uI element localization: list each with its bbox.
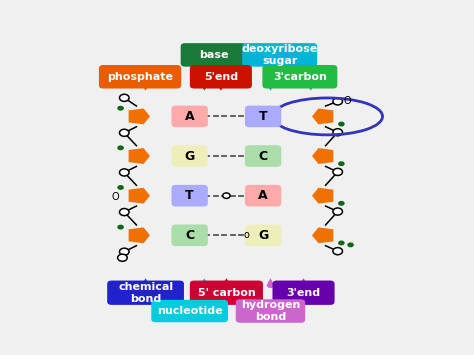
Text: A: A: [185, 110, 194, 123]
Circle shape: [119, 169, 129, 176]
Text: 5'end: 5'end: [204, 72, 238, 82]
Polygon shape: [201, 86, 208, 91]
Text: G: G: [184, 149, 195, 163]
Circle shape: [119, 129, 129, 136]
Circle shape: [333, 129, 343, 136]
Text: o: o: [243, 230, 249, 240]
Circle shape: [142, 81, 149, 86]
FancyBboxPatch shape: [245, 185, 281, 207]
FancyBboxPatch shape: [190, 65, 252, 88]
Circle shape: [142, 283, 149, 288]
Polygon shape: [128, 109, 150, 124]
Circle shape: [267, 283, 274, 288]
Circle shape: [338, 240, 345, 245]
Polygon shape: [312, 188, 333, 204]
FancyBboxPatch shape: [99, 65, 181, 88]
Text: 3'end: 3'end: [286, 288, 320, 298]
Polygon shape: [267, 278, 273, 283]
Circle shape: [333, 208, 343, 215]
FancyBboxPatch shape: [236, 299, 305, 323]
FancyBboxPatch shape: [245, 224, 281, 246]
FancyBboxPatch shape: [172, 145, 208, 167]
Text: deoxyribose
sugar: deoxyribose sugar: [242, 44, 318, 66]
FancyBboxPatch shape: [181, 43, 246, 67]
FancyBboxPatch shape: [263, 65, 337, 88]
Circle shape: [201, 283, 208, 288]
FancyBboxPatch shape: [245, 145, 281, 167]
Circle shape: [117, 146, 124, 150]
Polygon shape: [143, 278, 149, 283]
Polygon shape: [128, 148, 150, 164]
Polygon shape: [301, 278, 307, 283]
Polygon shape: [143, 86, 149, 91]
Polygon shape: [312, 148, 333, 164]
Circle shape: [333, 98, 343, 105]
Circle shape: [223, 283, 230, 288]
Circle shape: [119, 208, 129, 215]
Circle shape: [338, 201, 345, 206]
Text: 3'carbon: 3'carbon: [273, 72, 327, 82]
Text: 5' carbon: 5' carbon: [198, 288, 255, 298]
Circle shape: [338, 122, 345, 126]
Polygon shape: [223, 278, 229, 283]
Polygon shape: [267, 86, 273, 91]
FancyBboxPatch shape: [172, 105, 208, 127]
FancyBboxPatch shape: [190, 280, 263, 305]
Circle shape: [307, 81, 315, 86]
Circle shape: [223, 193, 230, 198]
Circle shape: [217, 81, 225, 86]
Text: G: G: [258, 229, 268, 242]
Circle shape: [117, 106, 124, 111]
Text: O: O: [343, 95, 351, 105]
FancyBboxPatch shape: [242, 43, 317, 67]
Text: hydrogen
bond: hydrogen bond: [241, 300, 300, 322]
Polygon shape: [128, 228, 150, 243]
FancyBboxPatch shape: [172, 224, 208, 246]
Circle shape: [118, 254, 127, 261]
Polygon shape: [128, 188, 150, 204]
Text: nucleotide: nucleotide: [157, 306, 222, 316]
Text: chemical
bond: chemical bond: [118, 282, 173, 304]
Circle shape: [333, 248, 343, 255]
Circle shape: [267, 81, 274, 86]
Circle shape: [119, 248, 129, 255]
Circle shape: [333, 168, 343, 175]
Polygon shape: [312, 228, 333, 243]
FancyBboxPatch shape: [151, 300, 228, 322]
Text: O: O: [111, 192, 119, 202]
Polygon shape: [201, 278, 208, 283]
Text: T: T: [185, 189, 194, 202]
Circle shape: [347, 242, 354, 247]
Circle shape: [117, 185, 124, 190]
Circle shape: [201, 81, 208, 86]
Circle shape: [338, 161, 345, 166]
FancyBboxPatch shape: [172, 185, 208, 207]
FancyBboxPatch shape: [107, 280, 184, 305]
Polygon shape: [312, 109, 333, 124]
Circle shape: [117, 225, 124, 230]
Text: A: A: [258, 189, 268, 202]
Text: C: C: [185, 229, 194, 242]
FancyBboxPatch shape: [245, 105, 281, 127]
Text: phosphate: phosphate: [107, 72, 173, 82]
Circle shape: [300, 283, 307, 288]
FancyBboxPatch shape: [273, 280, 335, 305]
Circle shape: [119, 94, 129, 102]
Text: base: base: [199, 50, 228, 60]
Text: C: C: [258, 149, 268, 163]
Text: T: T: [259, 110, 267, 123]
Polygon shape: [308, 86, 314, 91]
Polygon shape: [218, 86, 224, 91]
